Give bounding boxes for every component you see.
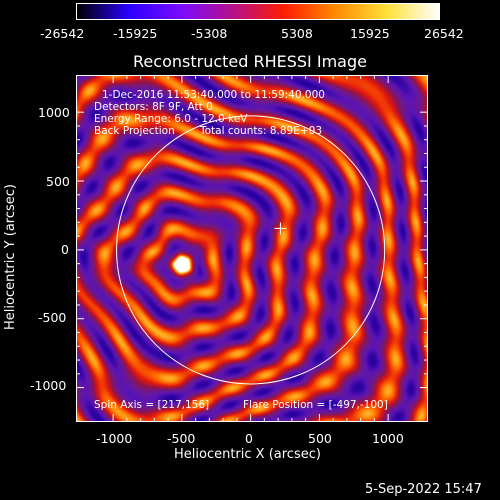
annotation-total-counts: Total counts: 8.89E+03 — [200, 125, 323, 137]
annotation-spin-axis: Spin Axis = [217,156] — [94, 399, 210, 411]
y-tick-label: -500 — [38, 310, 67, 325]
plot-border — [76, 75, 428, 422]
colorbar-tick-label: -5308 — [191, 26, 228, 41]
colorbar-tick-label: 15925 — [350, 26, 390, 41]
plot-overlay — [76, 75, 428, 422]
x-tick-label: 500 — [308, 431, 332, 446]
plot-title: Reconstructed RHESSI Image — [133, 52, 367, 71]
y-tick-label: 500 — [46, 174, 70, 189]
solar-limb-circle — [116, 115, 386, 385]
x-axis-title: Heliocentric X (arcsec) — [174, 447, 321, 462]
plot-timestamp: 5-Sep-2022 15:47 — [365, 482, 482, 497]
x-tick-label: -1000 — [96, 431, 133, 446]
colorbar-tick-label: 26542 — [424, 26, 464, 41]
y-tick-label: -1000 — [30, 378, 67, 393]
axis-ticks — [76, 75, 428, 422]
y-tick-label: 1000 — [38, 105, 70, 120]
annotation-method: Back Projection — [94, 125, 175, 137]
image-frame: 1-Dec-2016 11:53:40.000 to 11:59:40.000 … — [76, 75, 428, 422]
annotation-time-range: 1-Dec-2016 11:53:40.000 to 11:59:40.000 — [102, 89, 325, 101]
x-tick-label: -500 — [167, 431, 196, 446]
spin-axis-cross-marker — [274, 222, 287, 235]
annotation-flare-position: Flare Position = [-497,-100] — [243, 399, 388, 411]
colorbar-tick-label: -15925 — [113, 26, 158, 41]
y-tick-label: 0 — [61, 242, 69, 257]
x-tick-label: 1000 — [372, 431, 404, 446]
annotation-energy-range: Energy Range: 6.0 - 12.0 keV — [94, 113, 248, 125]
y-axis-title: Heliocentric Y (arcsec) — [3, 184, 18, 330]
x-tick-label: 0 — [245, 431, 253, 446]
annotation-detectors: Detectors: 8F 9F, Att 0 — [94, 101, 213, 113]
colorbar-gradient — [77, 4, 439, 19]
colorbar — [76, 3, 440, 20]
colorbar-tick-label: -26542 — [40, 26, 85, 41]
rhessi-image — [76, 75, 428, 422]
colorbar-tick-label: 5308 — [281, 26, 313, 41]
